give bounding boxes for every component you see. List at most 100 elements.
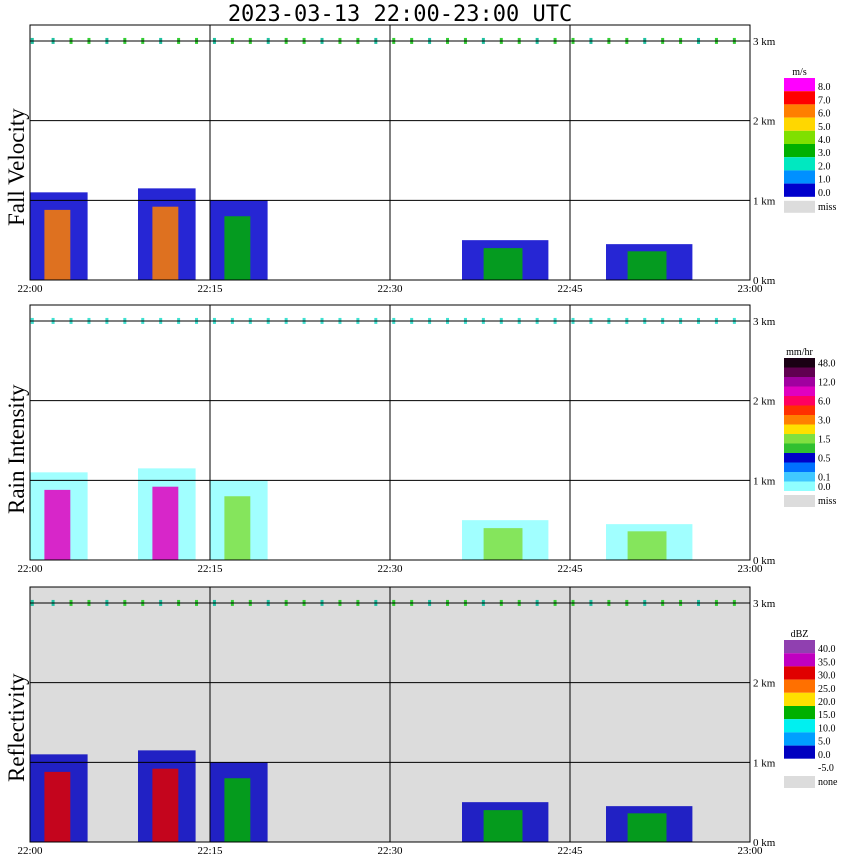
y-tick-label: 0 km [753, 555, 776, 567]
legend-swatch [784, 78, 815, 92]
x-tick-label: 23:00 [737, 283, 763, 295]
x-tick-label: 22:15 [197, 845, 223, 857]
legend-label: 0.5 [818, 454, 831, 465]
legend-swatch [784, 666, 815, 680]
echo-core [224, 216, 251, 280]
legend-swatch [784, 758, 815, 772]
y-tick-label: 1 km [753, 475, 776, 487]
legend-swatch [784, 481, 815, 491]
legend-label: 0.0 [818, 750, 831, 761]
legend-swatch [784, 679, 815, 693]
echo-core [152, 206, 179, 280]
legend-miss-swatch [784, 776, 815, 788]
echo-core [224, 778, 251, 842]
legend-swatch [784, 732, 815, 746]
legend-swatch [784, 91, 815, 105]
y-tick-label: 1 km [753, 195, 776, 207]
echo-core [627, 251, 667, 280]
legend-label: 0.0 [818, 188, 831, 199]
echo-core [483, 810, 523, 842]
legend-swatch [784, 745, 815, 759]
legend-swatch [784, 640, 815, 654]
panel-frame [29, 586, 751, 843]
legend-label: 4.0 [818, 135, 831, 146]
legend-swatch [784, 104, 815, 118]
legend-unit: dBZ [791, 629, 809, 640]
legend-swatch [784, 117, 815, 131]
legend-label: 25.0 [818, 684, 836, 695]
x-tick-label: 23:00 [737, 845, 763, 857]
y-tick-label: 3 km [753, 598, 776, 610]
legend-label: 2.0 [818, 161, 831, 172]
echo-core [44, 489, 71, 560]
legend-label: 10.0 [818, 723, 836, 734]
x-tick-label: 22:00 [17, 845, 43, 857]
x-tick-label: 22:30 [377, 563, 403, 575]
legend-swatch [784, 405, 815, 415]
x-tick-label: 22:30 [377, 845, 403, 857]
echo-core [627, 531, 667, 560]
y-tick-label: 1 km [753, 757, 776, 769]
panel-frame [29, 24, 751, 281]
legend-swatch [784, 170, 815, 184]
y-tick-label: 2 km [753, 396, 776, 408]
y-tick-label: 3 km [753, 316, 776, 328]
x-tick-label: 22:15 [197, 283, 223, 295]
legend-swatch [784, 719, 815, 733]
panel-3: 22:00 22:15 22:30 22:45 23:000 km 1 km 2 km 3 k… [17, 586, 838, 857]
echo-core [152, 768, 179, 842]
echo-core [483, 248, 523, 280]
legend-label: 0.1 [818, 473, 831, 484]
legend-label: 5.0 [818, 122, 831, 133]
panel-2: 22:00 22:15 22:30 22:45 23:000 km 1 km 2 km 3 k… [17, 304, 836, 575]
legend-swatch [784, 434, 815, 444]
legend-swatch [784, 183, 815, 197]
legend-miss-swatch [784, 495, 815, 507]
legend-miss-label: none [818, 777, 838, 788]
legend-label: 30.0 [818, 671, 836, 682]
legend-swatch [784, 367, 815, 377]
legend-swatch [784, 358, 815, 368]
legend-label: 20.0 [818, 697, 836, 708]
legend-swatch [784, 396, 815, 406]
legend-label: 7.0 [818, 95, 831, 106]
legend-swatch [784, 130, 815, 144]
legend-swatch [784, 443, 815, 453]
panel-1: 22:00 22:15 22:30 22:45 23:000 km 1 km 2 km 3 k… [17, 24, 836, 295]
echo-core [44, 209, 71, 280]
echo-core [483, 528, 523, 560]
legend-unit: mm/hr [786, 347, 813, 358]
legend-swatch [784, 157, 815, 171]
echo-core [152, 486, 179, 560]
legend-swatch [784, 653, 815, 667]
x-tick-label: 22:45 [557, 845, 583, 857]
y-tick-label: 0 km [753, 837, 776, 849]
legend-label: 15.0 [818, 710, 836, 721]
legend-label: 0.0 [818, 482, 831, 493]
legend-label: 48.0 [818, 359, 836, 370]
legend-swatch [784, 453, 815, 463]
legend-swatch [784, 462, 815, 472]
legend-label: -5.0 [818, 763, 834, 774]
legend-label: 35.0 [818, 657, 836, 668]
legend-label: 8.0 [818, 82, 831, 93]
echo-core [627, 813, 667, 842]
legend-swatch [784, 377, 815, 387]
y-tick-label: 2 km [753, 678, 776, 690]
legend-miss-label: miss [818, 202, 836, 213]
legend-miss-swatch [784, 200, 815, 213]
legend-swatch [784, 144, 815, 158]
x-tick-label: 22:30 [377, 283, 403, 295]
legend-unit: m/s [792, 67, 807, 78]
legend-swatch [784, 706, 815, 720]
legend-label: 6.0 [818, 397, 831, 408]
chart-title: 2023-03-13 22:00-23:00 UTC [227, 2, 573, 27]
x-tick-label: 22:15 [197, 563, 223, 575]
x-tick-label: 22:00 [17, 283, 43, 295]
legend-miss-label: miss [818, 496, 836, 507]
legend-label: 3.0 [818, 416, 831, 427]
legend-label: 5.0 [818, 737, 831, 748]
echo-core [224, 496, 251, 560]
legend-label: 6.0 [818, 109, 831, 120]
